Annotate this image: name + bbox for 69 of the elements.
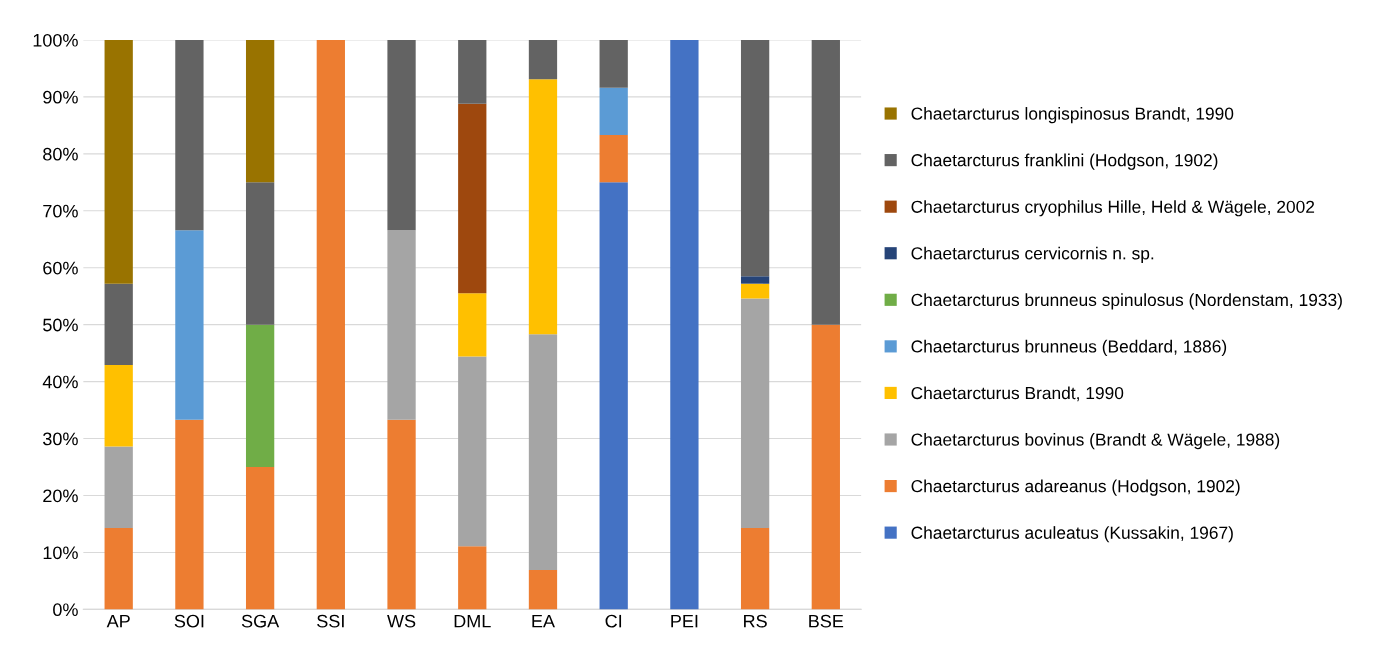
bar xyxy=(387,419,416,610)
bar xyxy=(740,39,770,277)
y-tick-label: 40% xyxy=(42,375,78,389)
bar xyxy=(528,570,558,610)
bar xyxy=(245,39,275,183)
y-tick-label: 20% xyxy=(43,489,78,503)
y-tick-label: 90% xyxy=(43,90,78,104)
x-tick-label: SGA xyxy=(241,614,280,628)
bar xyxy=(458,546,487,610)
bar xyxy=(458,103,487,294)
y-tick-label: 80% xyxy=(43,147,78,161)
x-tick-label: RS xyxy=(744,614,767,628)
bar xyxy=(740,527,770,610)
bar xyxy=(599,87,628,136)
y-tick-label: 100% xyxy=(33,33,78,47)
x-tick-label: BSE xyxy=(809,614,844,628)
bar xyxy=(175,419,204,610)
x-tick-label: CI xyxy=(605,614,622,628)
legend-label: Chaetarcturus adareanus (Hodgson, 1902) xyxy=(911,479,1240,496)
x-tick-label: WS xyxy=(387,614,416,628)
bar xyxy=(104,446,133,528)
x-tick-label: EA xyxy=(532,614,555,628)
bar xyxy=(599,135,628,183)
bar xyxy=(458,293,487,357)
bar xyxy=(104,283,133,366)
bar xyxy=(528,39,558,80)
legend-label: Chaetarcturus franklini (Hodgson, 1902) xyxy=(911,153,1218,170)
bar xyxy=(387,230,416,420)
bar xyxy=(104,527,133,610)
legend-label: Chaetarcturus aculeatus (Kussakin, 1967) xyxy=(911,526,1233,543)
x-tick-label: PEI xyxy=(671,614,698,628)
bar xyxy=(104,39,133,284)
legend-label: Chaetarcturus bovinus (Brandt & Wägele, 1988) xyxy=(911,433,1280,450)
bar xyxy=(811,324,840,610)
bar xyxy=(599,182,628,610)
bar xyxy=(811,39,840,325)
bar xyxy=(175,39,204,231)
y-tick-label: 60% xyxy=(43,261,78,275)
y-tick-label: 30% xyxy=(43,432,78,446)
y-tick-label: 0% xyxy=(53,603,78,617)
legend-label: Chaetarcturus longispinosus Brandt, 1990 xyxy=(911,107,1234,124)
legend-label: Chaetarcturus brunneus spinulosus (Nordenstam, 1933) xyxy=(911,293,1342,310)
bar xyxy=(104,365,133,447)
bar xyxy=(528,334,558,571)
x-tick-label: DML xyxy=(454,614,491,628)
bar xyxy=(740,276,770,284)
legend-label: Chaetarcturus cryophilus Hille, Held & Wägele, 2002 xyxy=(911,200,1315,217)
x-tick-label: AP xyxy=(106,614,130,628)
bar xyxy=(458,356,487,547)
bar xyxy=(245,324,275,468)
bar xyxy=(316,39,345,610)
bar xyxy=(458,39,487,104)
y-tick-label: 70% xyxy=(43,204,78,218)
bar xyxy=(740,283,770,299)
bar xyxy=(245,182,275,325)
x-tick-label: SOI xyxy=(174,614,204,628)
bar xyxy=(740,298,770,528)
bar xyxy=(387,39,416,231)
bar xyxy=(599,39,628,88)
x-tick-label: SSI xyxy=(317,614,344,628)
y-tick-label: 50% xyxy=(43,318,78,332)
bar xyxy=(528,79,558,335)
legend-label: Chaetarcturus Brandt, 1990 xyxy=(911,386,1124,402)
bar xyxy=(175,230,204,420)
bar xyxy=(670,39,699,610)
legend-label: Chaetarcturus brunneus (Beddard, 1886) xyxy=(911,339,1227,357)
legend-label: Chaetarcturus cervicornis n. sp. xyxy=(911,246,1154,263)
bar xyxy=(245,467,275,610)
y-tick-label: 10% xyxy=(43,546,78,560)
